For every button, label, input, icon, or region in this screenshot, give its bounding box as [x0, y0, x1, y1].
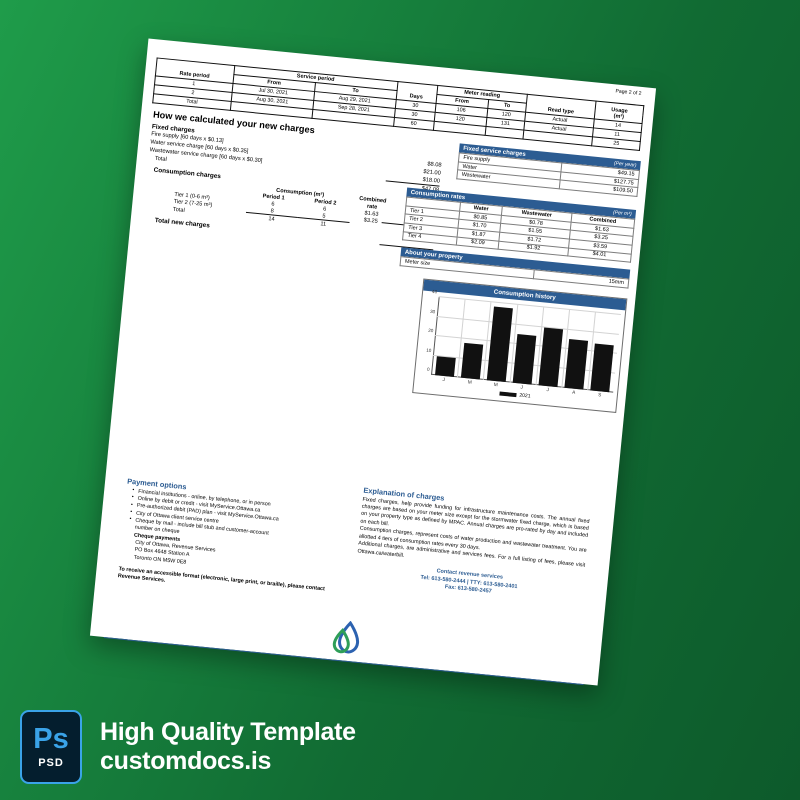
chart-bar — [590, 343, 615, 393]
legend-label: 2021 — [519, 392, 531, 400]
y-tick-label: 20 — [427, 327, 434, 334]
watermark-bar: Ps PSD High Quality Template customdocs.… — [20, 710, 356, 784]
psd-file-icon: Ps PSD — [20, 710, 82, 784]
x-tick-label: M — [493, 382, 498, 389]
x-tick-label: J — [442, 377, 446, 384]
watermark-line1: High Quality Template — [100, 718, 356, 746]
chart-bar — [434, 355, 456, 377]
psd-icon-label: Ps — [33, 723, 69, 755]
chart-bar — [512, 334, 537, 385]
explanation-section: Explanation of charges Fixed charges, he… — [354, 486, 590, 606]
th-usage-unit: (m³) — [613, 113, 625, 121]
page-number: Page 2 of 2 — [615, 88, 642, 97]
x-tick-label: J — [520, 385, 524, 391]
chart-bars — [431, 297, 621, 393]
bill-document: Page 2 of 2 Rate period Service period D… — [89, 38, 657, 686]
consumption-history-chart: Consumption history 0 10 20 30 40 — [412, 278, 628, 413]
x-tick-label: A — [571, 390, 576, 396]
water-drop-logo — [91, 596, 602, 680]
watermark-line2: customdocs.is — [100, 747, 272, 775]
payment-options-section: Payment options Financial institutions -… — [117, 477, 341, 602]
chart-bar — [460, 342, 483, 380]
water-drop-icon — [332, 620, 360, 654]
panel-unit: (Per m³) — [612, 209, 632, 218]
x-tick-label: J — [546, 388, 550, 394]
watermark-text: High Quality Template customdocs.is — [100, 718, 356, 776]
psd-icon-ext: PSD — [38, 757, 64, 769]
y-tick-label: 0 — [426, 366, 430, 373]
chart-bar — [538, 327, 564, 388]
chart-bar — [486, 306, 513, 383]
y-tick-label: 30 — [429, 308, 436, 314]
bill-page: Page 2 of 2 Rate period Service period D… — [90, 39, 656, 686]
y-tick-label: 40 — [431, 288, 438, 295]
fixed-service-charges-panel: Fixed service charges (Per year) Fire su… — [456, 143, 641, 197]
y-tick-label: 10 — [426, 347, 432, 353]
x-tick-label: S — [597, 393, 602, 399]
x-tick-label: M — [467, 380, 472, 386]
legend-swatch — [499, 391, 517, 398]
chart-plot-area: 0 10 20 30 40 — [426, 289, 621, 393]
chart-bar — [564, 339, 589, 390]
